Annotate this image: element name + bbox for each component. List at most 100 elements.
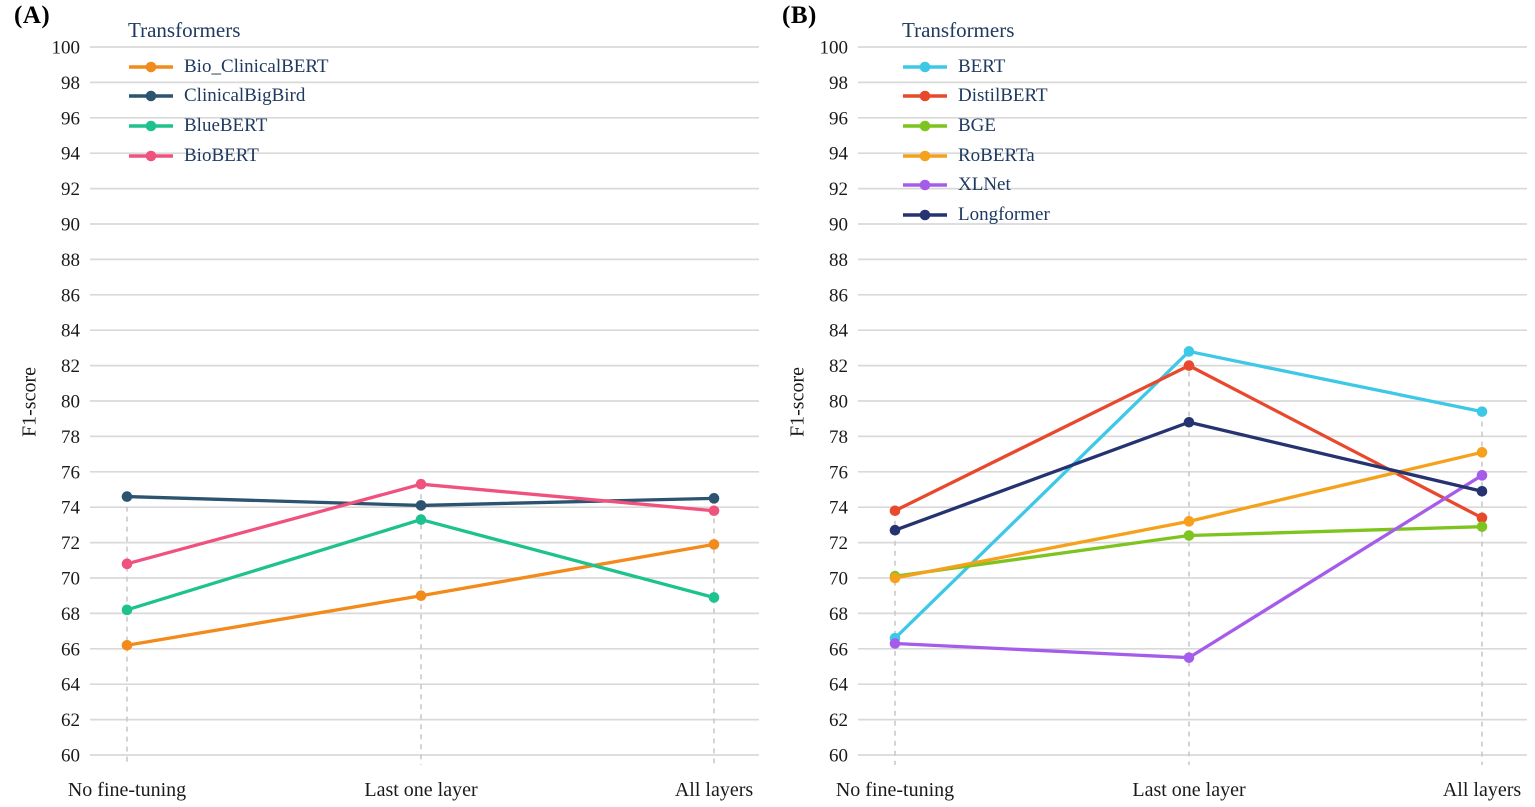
y-tick-label: 80 bbox=[829, 392, 848, 413]
panel-a: 60 62 64 66 68 70 72 74 76 78 80 82 84 86 88 90 92 94 96 98… bbox=[0, 0, 767, 807]
y-tick-label: 66 bbox=[61, 639, 80, 660]
data-point-BlueBERT bbox=[415, 514, 427, 525]
legend-swatch-icon bbox=[903, 179, 947, 191]
y-tick-label: 60 bbox=[829, 746, 848, 767]
y-tick-label: 88 bbox=[61, 250, 80, 271]
data-point-DistilBERT bbox=[1476, 512, 1488, 524]
data-point-BioBERT bbox=[121, 558, 133, 570]
line-chart-b: 60 62 64 66 68 70 72 74 76 78 80 82 84 86 88 90 92 94 96 98… bbox=[820, 38, 1527, 801]
data-point-Longformer bbox=[1183, 416, 1195, 428]
y-tick-label: 96 bbox=[829, 108, 848, 129]
legend-swatch-icon bbox=[129, 61, 173, 73]
data-point-ClinicalBigBird bbox=[708, 493, 720, 504]
data-point-DistilBERT bbox=[1183, 360, 1195, 371]
legend-item-XLNet: XLNet bbox=[902, 170, 1050, 200]
x-tick-label: All layers bbox=[675, 779, 754, 801]
data-point-BERT bbox=[1476, 406, 1488, 417]
y-tick-label: 70 bbox=[829, 569, 848, 590]
y-tick-label: 94 bbox=[829, 144, 849, 165]
x-tick-label: Last one layer bbox=[364, 779, 478, 801]
y-tick-label: 90 bbox=[829, 215, 848, 236]
x-tick-label: No fine-tuning bbox=[836, 779, 954, 801]
y-tick-label: 88 bbox=[829, 250, 848, 271]
data-point-XLNet bbox=[1476, 470, 1488, 481]
legend-label: Bio_ClinicalBERT bbox=[184, 55, 329, 77]
y-tick-label: 78 bbox=[61, 427, 80, 448]
legend-label: DistilBERT bbox=[958, 85, 1048, 107]
y-tick-label: 98 bbox=[829, 73, 848, 94]
y-tick-label: 92 bbox=[61, 179, 80, 200]
legend-swatch-icon bbox=[129, 91, 173, 102]
legend-swatch-icon bbox=[129, 120, 173, 132]
data-point-Bio_ClinicalBERT bbox=[415, 590, 427, 601]
y-tick-label: 96 bbox=[61, 108, 80, 129]
y-tick-label: 94 bbox=[61, 144, 81, 165]
y-tick-label: 82 bbox=[61, 356, 80, 377]
data-point-Longformer bbox=[889, 524, 901, 536]
y-tick-label: 86 bbox=[61, 285, 80, 306]
legend-label: BlueBERT bbox=[184, 114, 268, 136]
legend-swatch-icon bbox=[903, 209, 947, 221]
y-tick-label: 78 bbox=[829, 427, 848, 448]
legend-item-Bio_ClinicalBERT: Bio_ClinicalBERT bbox=[128, 52, 329, 82]
legend-item-BGE: BGE bbox=[902, 111, 1050, 141]
x-tick-label: No fine-tuning bbox=[68, 779, 186, 801]
y-tick-label: 64 bbox=[61, 675, 81, 696]
legend-label: BioBERT bbox=[184, 144, 259, 166]
y-tick-label: 86 bbox=[829, 285, 848, 306]
legend-item-BlueBERT: BlueBERT bbox=[128, 111, 329, 141]
y-tick-label: 84 bbox=[829, 321, 849, 342]
legend-item-ClinicalBigBird: ClinicalBigBird bbox=[128, 82, 329, 112]
y-tick-label: 60 bbox=[61, 746, 80, 767]
panel-a-label: (A) bbox=[14, 2, 51, 29]
data-point-ClinicalBigBird bbox=[121, 491, 133, 502]
data-point-XLNet bbox=[1183, 652, 1195, 663]
legend-items-b: BERT DistilBERT BGE RoBERTa XLNet Longformer bbox=[902, 52, 1050, 230]
data-point-Bio_ClinicalBERT bbox=[121, 639, 133, 651]
data-point-BERT bbox=[1183, 346, 1195, 357]
legend-items-a: Bio_ClinicalBERT ClinicalBigBird BlueBERT B… bbox=[128, 52, 329, 170]
y-tick-label: 76 bbox=[61, 462, 80, 483]
legend-item-Longformer: Longformer bbox=[902, 200, 1050, 230]
legend-item-BioBERT: BioBERT bbox=[128, 141, 329, 171]
line-chart-a: 60 62 64 66 68 70 72 74 76 78 80 82 84 86 88 90 92 94 96 98… bbox=[52, 38, 759, 801]
y-tick-label: 70 bbox=[61, 569, 80, 590]
legend-title-a: Transformers bbox=[128, 18, 241, 42]
data-point-RoBERTa bbox=[1476, 447, 1488, 458]
data-point-RoBERTa bbox=[889, 572, 901, 584]
legend-label: BGE bbox=[958, 114, 996, 136]
legend-swatch-icon bbox=[903, 61, 947, 73]
panel-b-label: (B) bbox=[782, 2, 817, 29]
legend-swatch-icon bbox=[903, 150, 947, 161]
legend-label: ClinicalBigBird bbox=[184, 85, 306, 107]
data-point-RoBERTa bbox=[1183, 516, 1195, 527]
y-tick-label: 74 bbox=[829, 498, 849, 519]
data-point-BGE bbox=[1476, 521, 1488, 532]
y-tick-label: 62 bbox=[829, 710, 848, 731]
legend-label: Longformer bbox=[958, 203, 1050, 225]
y-tick-label: 80 bbox=[61, 392, 80, 413]
y-axis-title-b: F1-score bbox=[786, 367, 809, 437]
y-tick-label: 64 bbox=[829, 675, 849, 696]
legend-label: RoBERTa bbox=[958, 144, 1035, 166]
y-tick-label: 68 bbox=[61, 604, 80, 625]
data-point-Bio_ClinicalBERT bbox=[708, 539, 720, 550]
y-tick-label: 82 bbox=[829, 356, 848, 377]
data-point-BlueBERT bbox=[708, 592, 720, 603]
legend-swatch-icon bbox=[903, 120, 947, 132]
panel-b: 60 62 64 66 68 70 72 74 76 78 80 82 84 86 88 90 92 94 96 98… bbox=[768, 0, 1535, 807]
y-tick-label: 68 bbox=[829, 604, 848, 625]
legend-title-b: Transformers bbox=[902, 18, 1015, 42]
data-point-Longformer bbox=[1476, 485, 1488, 497]
data-point-ClinicalBigBird bbox=[415, 500, 427, 511]
y-tick-label: 98 bbox=[61, 73, 80, 94]
y-tick-label: 84 bbox=[61, 321, 81, 342]
y-tick-label: 66 bbox=[829, 639, 848, 660]
y-tick-label: 72 bbox=[829, 533, 848, 554]
y-tick-label: 90 bbox=[61, 215, 80, 236]
legend-item-RoBERTa: RoBERTa bbox=[902, 141, 1050, 171]
data-point-DistilBERT bbox=[889, 505, 901, 517]
legend-label: XLNet bbox=[958, 174, 1011, 196]
data-point-BGE bbox=[1183, 530, 1195, 541]
